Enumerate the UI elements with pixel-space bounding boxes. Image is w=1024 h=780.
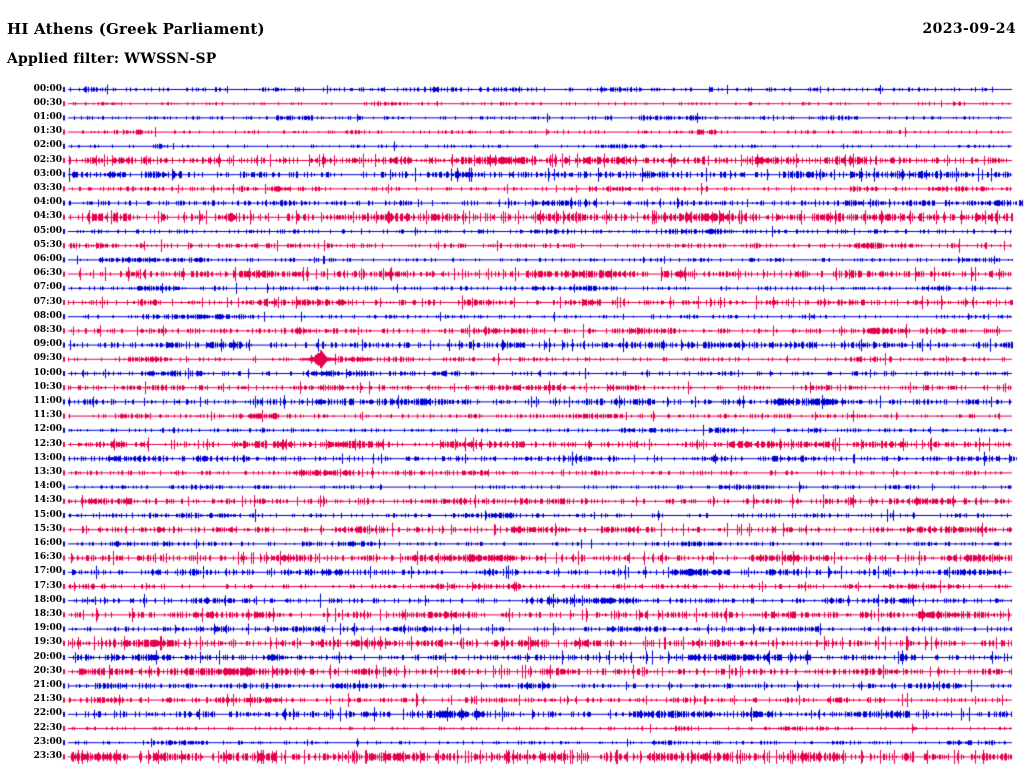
time-tick-label: 15:30 [33, 523, 62, 534]
time-tick-label: 00:00 [33, 83, 62, 94]
time-tick-label: 14:00 [33, 481, 62, 492]
time-tick-label: 17:30 [33, 580, 62, 591]
time-tick-label: 09:30 [33, 353, 62, 364]
applied-filter-label: Applied filter: WWSSN-SP [7, 51, 217, 67]
record-date: 2023-09-24 [922, 21, 1016, 37]
time-tick-label: 01:00 [33, 111, 62, 122]
time-tick-label: 06:30 [33, 268, 62, 279]
time-tick-label: 13:30 [33, 466, 62, 477]
time-tick-label: 10:30 [33, 381, 62, 392]
time-tick-label: 04:30 [33, 211, 62, 222]
time-tick-label: 11:00 [33, 395, 62, 406]
time-tick-label: 07:00 [33, 282, 62, 293]
time-tick-label: 21:00 [33, 679, 62, 690]
time-tick-label: 10:00 [33, 367, 62, 378]
time-tick-label: 16:30 [33, 552, 62, 563]
seismogram-traces-canvas [0, 80, 1024, 776]
time-tick-label: 01:30 [33, 126, 62, 137]
time-tick-label: 03:30 [33, 182, 62, 193]
time-tick-label: 15:00 [33, 509, 62, 520]
time-tick-label: 08:30 [33, 324, 62, 335]
time-tick-label: 16:00 [33, 537, 62, 548]
time-tick-label: 03:00 [33, 168, 62, 179]
page-title: HI Athens (Greek Parliament) [7, 20, 265, 38]
time-tick-label: 05:30 [33, 239, 62, 250]
time-tick-label: 18:30 [33, 608, 62, 619]
time-tick-label: 12:00 [33, 424, 62, 435]
time-tick-label: 22:00 [33, 708, 62, 719]
time-tick-label: 06:00 [33, 253, 62, 264]
time-tick-label: 21:30 [33, 694, 62, 705]
time-tick-label: 22:30 [33, 722, 62, 733]
time-tick-label: 19:30 [33, 637, 62, 648]
time-tick-label: 20:30 [33, 665, 62, 676]
time-tick-label: 18:00 [33, 594, 62, 605]
time-tick-label: 11:30 [33, 410, 62, 421]
time-tick-label: 13:00 [33, 452, 62, 463]
time-tick-label: 19:00 [33, 623, 62, 634]
time-tick-label: 02:00 [33, 140, 62, 151]
time-tick-label: 23:30 [33, 750, 62, 761]
time-tick-label: 08:00 [33, 310, 62, 321]
time-tick-label: 02:30 [33, 154, 62, 165]
time-tick-label: 09:00 [33, 339, 62, 350]
time-tick-label: 23:00 [33, 736, 62, 747]
time-tick-label: 00:30 [33, 97, 62, 108]
time-tick-label: 14:30 [33, 495, 62, 506]
time-tick-label: 05:00 [33, 225, 62, 236]
time-tick-label: 17:00 [33, 566, 62, 577]
time-tick-label: 07:30 [33, 296, 62, 307]
time-tick-label: 12:30 [33, 438, 62, 449]
seismogram-plot-area: 00:00 00:30 01:00 01:30 02:00 02:30 03:00 03:30… [0, 80, 1024, 776]
time-tick-label: 20:00 [33, 651, 62, 662]
time-tick-label: 04:00 [33, 197, 62, 208]
